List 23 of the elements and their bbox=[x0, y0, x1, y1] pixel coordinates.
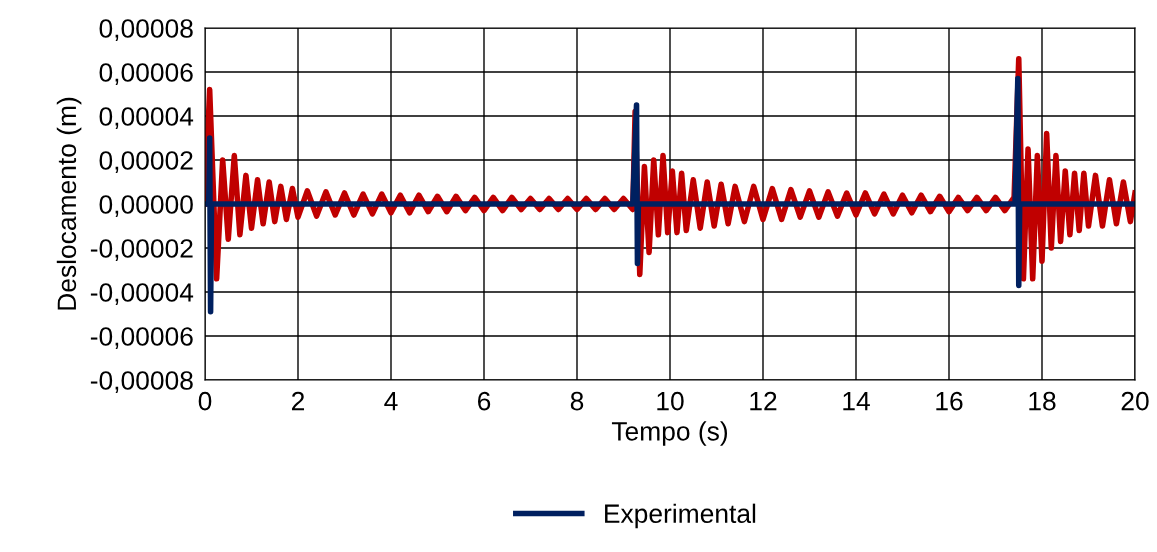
x-tick-label: 14 bbox=[843, 392, 870, 411]
y-tick-label: -0,00006 bbox=[90, 327, 193, 349]
x-tick-label: 8 bbox=[570, 391, 584, 411]
x-tick-label: 4 bbox=[384, 392, 398, 411]
x-tick-label: 20 bbox=[1121, 391, 1149, 411]
y-tick-label: -0,00004 bbox=[90, 283, 194, 305]
y-tick-label: -0,00002 bbox=[90, 239, 193, 261]
y-tick-label: 0,00002 bbox=[99, 151, 193, 173]
legend-label: Experimental bbox=[605, 503, 756, 529]
y-tick-label: 0,00008 bbox=[99, 19, 193, 41]
x-tick-label: 10 bbox=[657, 391, 684, 411]
x-tick-label: 18 bbox=[1029, 391, 1056, 411]
y-tick-label: 0,00000 bbox=[99, 195, 193, 217]
y-tick-label: 0,00004 bbox=[99, 107, 194, 129]
y-axis-title: Deslocamento (m) bbox=[56, 97, 82, 310]
x-tick-label: 12 bbox=[750, 391, 777, 411]
x-tick-label: 2 bbox=[291, 391, 305, 411]
y-tick-label: -0,00008 bbox=[90, 371, 193, 393]
y-tick-label: 0,00006 bbox=[99, 63, 193, 85]
x-tick-label: 0 bbox=[198, 391, 212, 411]
x-axis-title: Tempo (s) bbox=[611, 421, 728, 446]
x-tick-label: 6 bbox=[478, 391, 491, 411]
x-tick-label: 16 bbox=[936, 391, 963, 411]
